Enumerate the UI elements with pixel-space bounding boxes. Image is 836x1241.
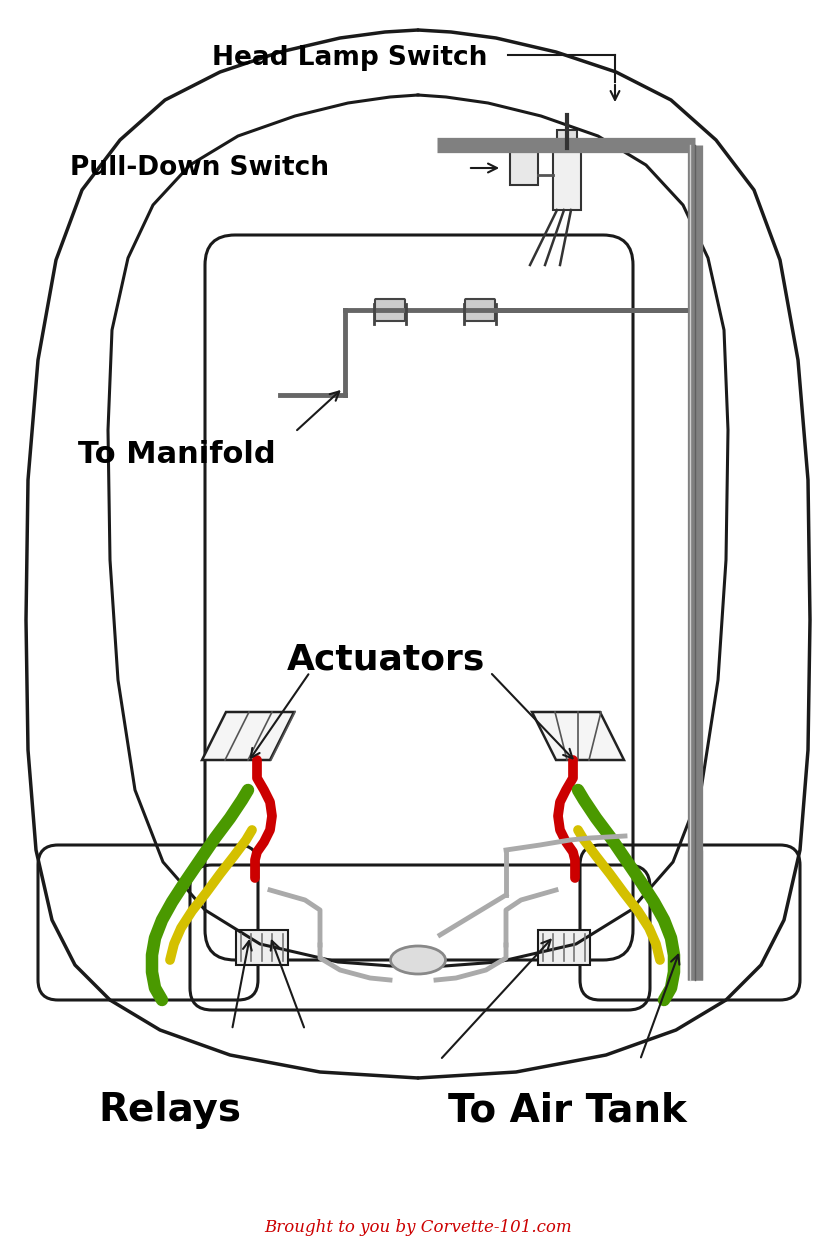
Polygon shape [532,712,624,759]
Bar [553,141,580,210]
Bar [236,930,288,965]
Bar [538,930,589,965]
Polygon shape [201,712,293,759]
Text: Relays: Relays [98,1091,241,1129]
Text: Pull-Down Switch: Pull-Down Switch [70,155,329,181]
Text: Actuators: Actuators [287,643,485,678]
Bar [509,140,538,185]
Text: Brought to you by Corvette-101.com: Brought to you by Corvette-101.com [264,1220,571,1236]
FancyBboxPatch shape [375,299,405,321]
Bar [556,130,576,148]
FancyBboxPatch shape [465,299,494,321]
Text: To Manifold: To Manifold [78,441,275,469]
Ellipse shape [390,946,445,974]
Text: Head Lamp Switch: Head Lamp Switch [212,45,487,71]
Text: To Air Tank: To Air Tank [447,1091,686,1129]
